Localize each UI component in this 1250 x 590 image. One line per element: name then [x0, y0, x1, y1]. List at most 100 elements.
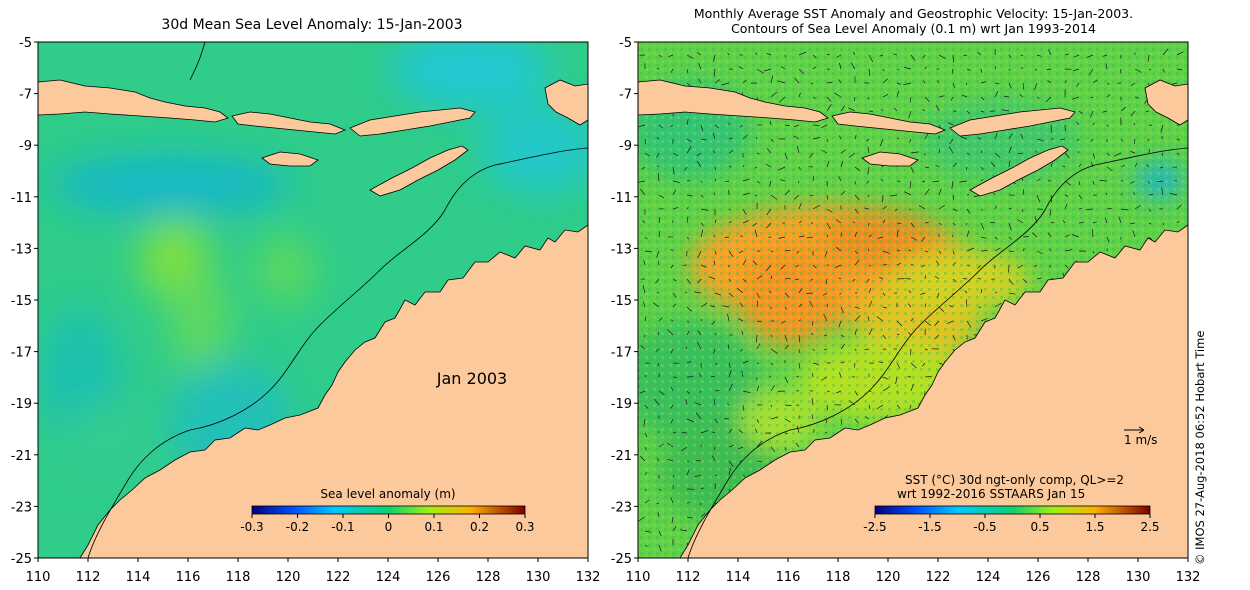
velocity-arrow [1106, 208, 1112, 210]
velocity-arrow [742, 220, 750, 224]
velocity-arrow [711, 431, 716, 434]
velocity-arrow [952, 234, 954, 238]
velocity-arrow [1130, 150, 1136, 154]
velocity-arrow [697, 52, 702, 56]
velocity-arrow [868, 234, 872, 238]
velocity-arrow [952, 278, 957, 283]
velocity-arrow [812, 96, 816, 99]
velocity-arrow [1034, 82, 1038, 91]
velocity-arrow [658, 443, 664, 448]
velocity-arrow [1020, 54, 1024, 57]
velocity-arrow [672, 180, 680, 183]
velocity-arrow [798, 166, 801, 170]
velocity-arrow [810, 278, 814, 281]
velocity-arrow [667, 329, 674, 336]
velocity-arrow [1064, 264, 1069, 269]
velocity-arrow [672, 303, 677, 308]
velocity-arrow [1072, 68, 1080, 72]
velocity-arrow [658, 194, 665, 199]
velocity-arrow [1017, 219, 1024, 224]
velocity-arrow [878, 361, 884, 364]
velocity-arrow [854, 194, 860, 201]
velocity-arrow [686, 138, 692, 142]
velocity-arrow [696, 160, 702, 168]
velocity-arrow [697, 330, 702, 336]
imos-credit: © IMOS 27-Aug-2018 06:52 Hobart Time [1193, 330, 1207, 565]
velocity-arrow [1060, 138, 1066, 141]
velocity-arrow [756, 320, 762, 322]
velocity-arrow [879, 54, 884, 57]
velocity-arrow [811, 397, 814, 406]
velocity-arrow [947, 122, 954, 126]
velocity-arrow [643, 260, 646, 266]
velocity-arrow [658, 124, 664, 129]
right-map-title: Monthly Average SST Anomaly and Geostrop… [636, 6, 1191, 36]
velocity-arrow [964, 290, 968, 294]
velocity-arrow [1145, 110, 1150, 113]
velocity-arrow [742, 360, 749, 364]
velocity-arrow [1078, 208, 1082, 210]
velocity-arrow [1020, 133, 1024, 140]
right-y-tick-label: -5 [619, 36, 632, 51]
velocity-arrow [1008, 54, 1012, 58]
velocity-arrow [795, 442, 800, 448]
velocity-arrow [1134, 162, 1138, 168]
right-y-tick-label: -17 [611, 346, 632, 361]
velocity-arrow [1062, 220, 1066, 224]
velocity-arrow [756, 275, 763, 280]
velocity-arrow [866, 180, 870, 184]
right-colorbar-title-line2: wrt 1992-2016 SSTAARS Jan 15 [897, 487, 1085, 501]
velocity-arrow [694, 291, 702, 294]
left-y-tick-label: -11 [11, 191, 32, 206]
left-cb-ticks-label: 0.2 [470, 520, 489, 534]
velocity-arrow [756, 68, 764, 74]
velocity-arrow [934, 275, 940, 280]
velocity-arrow [714, 250, 717, 255]
velocity-arrow [1148, 236, 1153, 240]
velocity-arrow [784, 446, 787, 451]
velocity-arrow [924, 166, 930, 168]
velocity-arrow [686, 68, 689, 74]
velocity-arrow [709, 305, 716, 308]
velocity-arrow [840, 306, 845, 314]
velocity-arrow [1160, 124, 1164, 133]
velocity-arrow [879, 138, 884, 147]
right-cb-ticks-label: 1.5 [1085, 520, 1104, 534]
velocity-arrow [852, 221, 856, 224]
velocity-arrow [1102, 110, 1108, 113]
velocity-arrow [698, 62, 702, 70]
velocity-arrow [670, 404, 674, 409]
velocity-arrow [896, 222, 902, 224]
velocity-arrow [658, 231, 661, 238]
velocity-arrow [835, 219, 842, 224]
velocity-arrow [1022, 278, 1028, 283]
velocity-arrow [826, 234, 828, 238]
velocity-arrow [686, 118, 689, 126]
velocity-arrow [756, 418, 760, 423]
velocity-arrow [798, 362, 801, 369]
left-x-tick-label: 112 [76, 570, 101, 585]
velocity-arrow [700, 222, 705, 227]
velocity-arrow [1092, 180, 1095, 185]
velocity-arrow [784, 189, 791, 196]
velocity-arrow [840, 418, 843, 425]
velocity-arrow [793, 135, 800, 140]
velocity-arrow [1130, 180, 1136, 184]
velocity-arrow [1036, 277, 1042, 280]
velocity-arrow [838, 176, 842, 182]
velocity-arrow [836, 247, 842, 252]
velocity-arrow [766, 208, 772, 216]
velocity-arrow [895, 208, 898, 212]
velocity-arrow [825, 418, 828, 424]
velocity-arrow [639, 390, 646, 394]
velocity-arrow [993, 192, 996, 196]
velocity-arrow [863, 207, 870, 210]
left-anomaly-field [40, 42, 588, 480]
velocity-arrow [826, 208, 833, 213]
velocity-arrow [896, 68, 900, 71]
velocity-arrow [994, 152, 1001, 159]
velocity-arrow [1120, 68, 1122, 74]
velocity-arrow [1133, 192, 1136, 196]
velocity-arrow [896, 82, 902, 85]
left-cb-ticks-label: -0.1 [331, 520, 354, 534]
